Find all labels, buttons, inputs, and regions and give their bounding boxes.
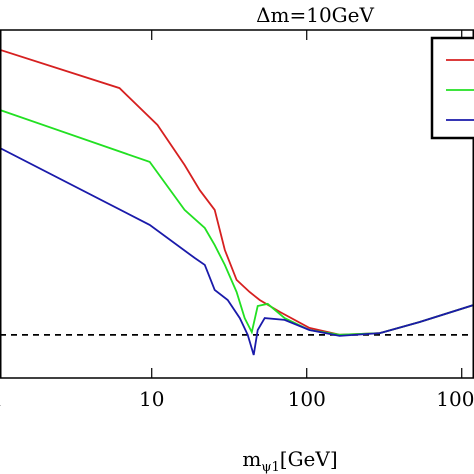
frame: [0, 29, 474, 379]
x-label-rest: [GeV]: [280, 447, 338, 471]
series-line: [0, 109, 474, 336]
x-tick-label: 10: [139, 387, 164, 411]
series-line: [0, 147, 474, 356]
x-tick-label: 1000: [436, 387, 474, 411]
x-axis-label: mψ1[GeV]: [242, 447, 337, 474]
x-label-sub: ψ1: [261, 460, 279, 474]
x-tick-label: 1: [0, 387, 3, 411]
x-tick-label: 100: [288, 387, 326, 411]
chart-title: Δm=10GeV: [256, 3, 374, 27]
x-label-base: m: [242, 447, 261, 471]
legend-box: [430, 36, 474, 140]
